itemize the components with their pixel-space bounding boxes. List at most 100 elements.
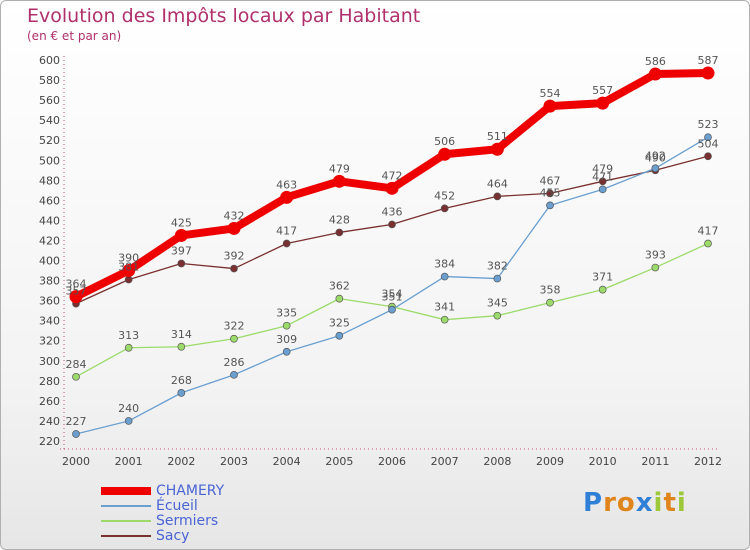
x-tick-label: 2008 [483, 455, 511, 468]
x-tick-label: 2005 [325, 455, 353, 468]
data-point [124, 343, 133, 352]
y-tick-label: 580 [39, 74, 60, 87]
y-tick-label: 220 [39, 435, 60, 448]
data-point [72, 372, 80, 381]
data-label: 523 [698, 118, 719, 131]
y-tick-label: 540 [39, 114, 60, 127]
data-label: 358 [540, 284, 561, 297]
data-point [493, 192, 502, 201]
data-point [543, 99, 557, 113]
data-point [648, 67, 662, 81]
data-label: 467 [540, 174, 561, 187]
data-label: 371 [592, 271, 613, 284]
data-point [704, 133, 712, 142]
data-point [440, 204, 449, 213]
y-tick-label: 300 [39, 355, 60, 368]
data-point [704, 152, 712, 161]
data-label: 492 [645, 149, 666, 162]
data-label: 479 [592, 162, 613, 175]
data-point [546, 201, 554, 210]
y-tick-label: 360 [39, 295, 60, 308]
data-point [69, 290, 83, 304]
x-tick-label: 2004 [273, 455, 301, 468]
x-tick-label: 2001 [115, 455, 143, 468]
data-label: 357 [66, 285, 87, 298]
logo-letter: i [676, 488, 687, 518]
data-point [282, 347, 291, 356]
y-tick-label: 460 [39, 194, 60, 207]
y-tick-label: 380 [39, 275, 60, 288]
data-label: 286 [224, 356, 245, 369]
data-point [335, 228, 344, 237]
data-point [440, 315, 449, 324]
y-tick-label: 240 [39, 415, 60, 428]
data-label: 417 [698, 224, 719, 237]
data-label: 309 [276, 333, 297, 346]
data-point [388, 305, 396, 314]
legend-label: Sermiers [156, 513, 219, 529]
data-point [230, 334, 238, 343]
data-point [704, 239, 712, 248]
data-label: 313 [118, 329, 139, 342]
data-label: 554 [540, 87, 561, 100]
x-tick-label: 2007 [431, 455, 459, 468]
data-label: 464 [487, 177, 508, 190]
y-tick-label: 520 [39, 134, 60, 147]
legend-swatch [101, 535, 151, 537]
data-point [335, 294, 344, 303]
y-tick-label: 420 [39, 234, 60, 247]
x-tick-label: 2011 [641, 455, 669, 468]
logo-letter: r [603, 488, 617, 518]
logo-letter: t [663, 488, 677, 518]
data-point [651, 263, 660, 272]
x-tick-label: 2000 [62, 455, 90, 468]
data-label: 341 [434, 301, 455, 314]
data-label: 511 [487, 130, 508, 143]
data-label: 284 [66, 358, 87, 371]
data-label: 586 [645, 55, 666, 68]
y-tick-label: 440 [39, 214, 60, 227]
data-label: 463 [276, 178, 297, 191]
data-point [124, 417, 133, 425]
data-label: 384 [434, 258, 455, 271]
y-tick-label: 560 [39, 94, 60, 107]
proxiti-logo: Proxiti [583, 488, 687, 518]
x-tick-label: 2010 [589, 455, 617, 468]
data-point [72, 430, 80, 438]
x-tick-label: 2009 [536, 455, 564, 468]
data-point [122, 264, 136, 278]
x-tick-label: 2006 [378, 455, 406, 468]
data-label: 417 [276, 224, 297, 237]
data-point [177, 389, 186, 397]
y-tick-label: 480 [39, 174, 60, 187]
data-label: 471 [592, 170, 613, 183]
data-label: 227 [66, 415, 87, 428]
data-point [174, 228, 188, 242]
data-point [388, 220, 396, 229]
data-label: 382 [487, 260, 508, 273]
data-label: 452 [434, 189, 455, 202]
data-point [177, 342, 186, 351]
data-label: 362 [329, 280, 350, 293]
data-point [490, 142, 504, 156]
data-point [335, 331, 344, 340]
data-label: 335 [276, 307, 297, 320]
data-point [438, 147, 452, 161]
data-label: 472 [382, 169, 403, 182]
data-point [701, 66, 715, 80]
data-point [385, 181, 399, 195]
data-point [493, 274, 502, 283]
data-point [332, 174, 346, 188]
y-tick-label: 280 [39, 375, 60, 388]
data-label: 397 [171, 245, 192, 258]
data-label: 268 [171, 374, 192, 387]
data-label: 322 [224, 320, 245, 333]
data-point [230, 264, 238, 273]
data-point [227, 221, 241, 235]
data-point [177, 259, 186, 268]
data-label: 428 [329, 213, 350, 226]
data-label: 314 [171, 328, 192, 341]
data-point [598, 185, 607, 194]
